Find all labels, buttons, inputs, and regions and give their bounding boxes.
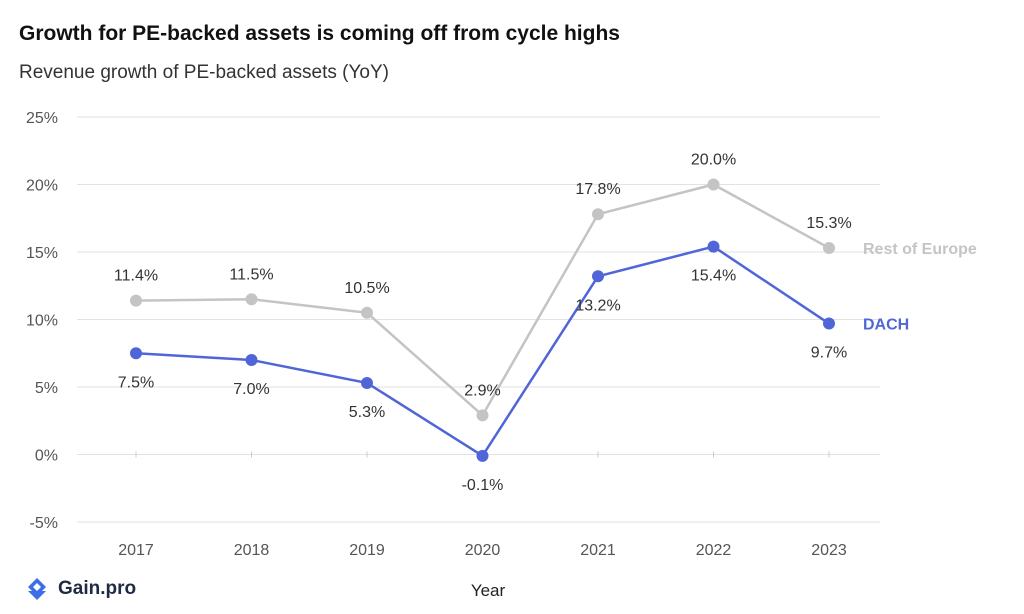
data-point: [823, 317, 835, 330]
x-tick-label: 2017: [118, 542, 154, 559]
data-label: 7.0%: [233, 381, 269, 398]
x-tick-label: 2020: [465, 542, 501, 559]
data-label: 11.4%: [114, 268, 158, 285]
data-label: 15.3%: [806, 215, 851, 232]
data-point: [592, 270, 604, 283]
y-tick-label: 10%: [26, 313, 58, 330]
data-label: 9.7%: [811, 345, 847, 362]
brand-name: Gain.pro: [58, 578, 137, 599]
y-tick-label: 5%: [35, 380, 58, 397]
chart-subtitle: Revenue growth of PE-backed assets (YoY): [19, 62, 389, 83]
x-tick-label: 2018: [234, 542, 270, 559]
x-tick-label: 2022: [696, 542, 732, 559]
data-label: 5.3%: [349, 404, 385, 421]
chart-title: Growth for PE-backed assets is coming of…: [19, 22, 620, 45]
x-tick-label: 2019: [349, 542, 385, 559]
y-tick-label: 20%: [26, 178, 58, 195]
brand-footer: Gain.pro: [24, 576, 136, 602]
y-tick-label: -5%: [30, 515, 58, 532]
data-label: 13.2%: [575, 297, 620, 314]
series-label: DACH: [863, 317, 909, 334]
data-point: [245, 354, 258, 366]
data-label: 7.5%: [118, 374, 154, 391]
data-point: [361, 306, 373, 319]
data-point: [361, 376, 373, 389]
data-label: 20.0%: [691, 152, 736, 169]
data-point: [476, 409, 489, 422]
data-point: [130, 347, 142, 360]
x-axis-label: Year: [471, 581, 506, 600]
data-point: [823, 241, 835, 254]
data-point: [476, 449, 489, 462]
gain-pro-logo-icon: [28, 578, 46, 600]
x-tick-label: 2021: [580, 542, 616, 559]
data-point: [707, 240, 720, 253]
x-tick-label: 2023: [811, 542, 847, 559]
data-label: -0.1%: [462, 477, 504, 494]
data-point: [592, 208, 604, 221]
data-label: 17.8%: [575, 181, 620, 198]
data-point: [707, 178, 720, 191]
data-point: [130, 294, 142, 307]
y-tick-label: 25%: [26, 110, 58, 127]
data-point: [245, 293, 258, 306]
data-label: 11.5%: [229, 266, 273, 283]
data-label: 10.5%: [344, 280, 389, 297]
data-label: 15.4%: [691, 268, 736, 285]
series-label: Rest of Europe: [863, 241, 977, 258]
y-tick-label: 0%: [35, 448, 58, 465]
data-label: 2.9%: [464, 382, 500, 399]
y-tick-label: 15%: [26, 245, 58, 262]
